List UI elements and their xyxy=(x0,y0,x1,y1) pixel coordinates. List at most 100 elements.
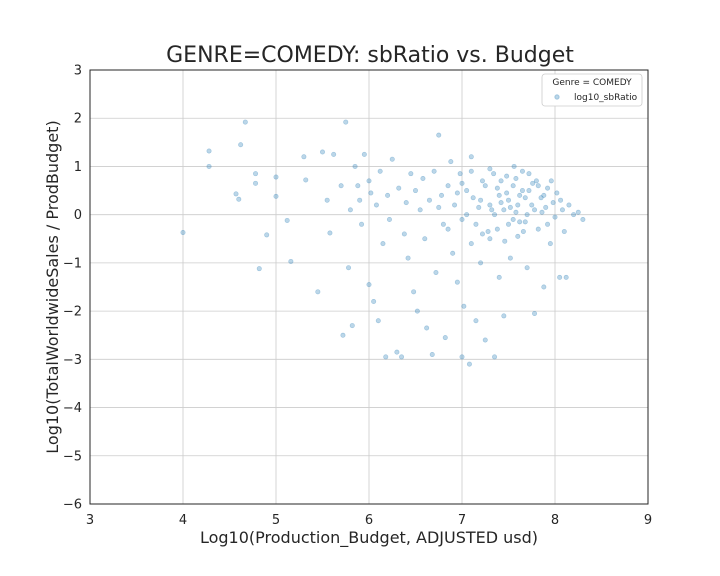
data-point xyxy=(535,183,541,189)
data-point xyxy=(417,207,423,213)
data-point xyxy=(436,204,442,210)
data-point xyxy=(238,142,244,148)
data-point xyxy=(253,171,259,177)
data-point xyxy=(357,197,363,203)
data-point xyxy=(524,265,530,271)
data-point xyxy=(368,190,374,196)
data-point xyxy=(478,197,484,203)
data-point xyxy=(233,191,239,197)
data-point xyxy=(303,177,309,183)
data-point xyxy=(575,209,581,215)
data-point xyxy=(454,190,460,196)
data-point xyxy=(513,176,519,182)
data-point xyxy=(496,274,502,280)
data-point xyxy=(535,226,541,232)
legend-title: Genre = COMEDY xyxy=(552,78,632,88)
plot-frame xyxy=(89,69,649,505)
data-point xyxy=(511,163,517,169)
y-tick-label: 0 xyxy=(74,208,82,223)
data-point xyxy=(359,221,365,227)
data-point xyxy=(529,202,535,208)
x-tick-label: 7 xyxy=(458,513,466,528)
data-point xyxy=(566,202,572,208)
data-point xyxy=(552,214,558,220)
data-point xyxy=(517,192,523,198)
data-point xyxy=(436,132,442,138)
y-tick-label: −2 xyxy=(63,305,82,320)
data-point xyxy=(501,313,507,319)
y-axis-label: Log10(TotalWorldwideSales / ProdBudget) xyxy=(43,120,62,453)
x-tick-label: 5 xyxy=(272,513,280,528)
data-point xyxy=(519,188,525,194)
data-point xyxy=(414,308,420,314)
data-point xyxy=(408,171,414,177)
data-point xyxy=(519,168,525,174)
data-point xyxy=(459,354,465,360)
data-point xyxy=(526,188,532,194)
data-point xyxy=(431,168,437,174)
y-tick-label: −3 xyxy=(63,353,82,368)
data-point xyxy=(498,178,504,184)
data-point xyxy=(394,349,400,355)
data-point xyxy=(256,266,262,272)
data-point xyxy=(513,209,519,215)
data-point xyxy=(411,289,417,295)
data-point xyxy=(347,207,353,213)
x-tick-label: 6 xyxy=(365,513,373,528)
data-point xyxy=(504,190,510,196)
data-point xyxy=(563,274,569,280)
data-point xyxy=(510,183,516,189)
data-point xyxy=(401,231,407,237)
data-point xyxy=(510,216,516,222)
data-point xyxy=(554,190,560,196)
data-point xyxy=(206,148,212,154)
data-point xyxy=(284,217,290,223)
data-point xyxy=(380,241,386,247)
legend-box xyxy=(541,73,643,107)
data-point xyxy=(452,202,458,208)
x-tick-label: 3 xyxy=(86,513,94,528)
data-point xyxy=(550,200,556,206)
data-point xyxy=(496,192,502,198)
y-tick-label: −5 xyxy=(63,449,82,464)
data-point xyxy=(491,171,497,177)
data-point xyxy=(501,207,507,213)
data-point xyxy=(349,323,355,329)
data-point xyxy=(541,284,547,290)
data-point xyxy=(288,258,294,264)
data-point xyxy=(386,216,392,222)
data-point xyxy=(470,195,476,201)
data-point xyxy=(489,207,495,213)
data-point xyxy=(461,303,467,309)
data-point xyxy=(180,230,186,236)
data-point xyxy=(340,332,346,338)
data-point xyxy=(476,204,482,210)
x-tick-label: 4 xyxy=(179,513,187,528)
data-point xyxy=(547,241,553,247)
y-tick-label: 3 xyxy=(74,64,82,79)
data-point xyxy=(442,335,448,341)
data-point xyxy=(457,171,463,177)
data-point xyxy=(448,159,454,165)
data-point xyxy=(426,197,432,203)
data-point xyxy=(561,229,567,235)
data-point xyxy=(482,183,488,189)
data-point xyxy=(346,265,352,271)
data-point xyxy=(331,151,337,157)
data-point xyxy=(454,279,460,285)
data-point xyxy=(545,221,551,227)
data-point xyxy=(468,241,474,247)
data-point xyxy=(445,226,451,232)
data-point xyxy=(424,325,430,331)
data-point xyxy=(533,178,539,184)
data-point xyxy=(487,202,493,208)
data-point xyxy=(522,219,528,225)
data-point xyxy=(485,229,491,235)
data-point xyxy=(532,207,538,213)
data-point xyxy=(440,221,446,227)
data-point xyxy=(301,154,307,160)
data-point xyxy=(473,318,479,324)
data-point xyxy=(515,233,521,239)
data-point xyxy=(517,219,523,225)
